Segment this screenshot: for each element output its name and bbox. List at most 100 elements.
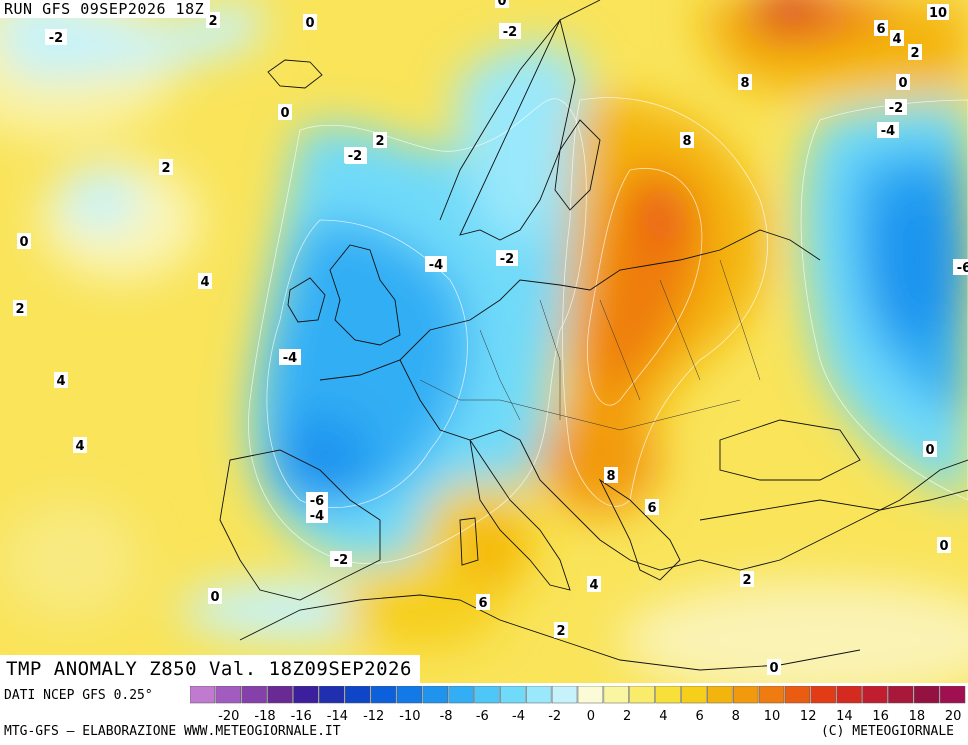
contour-value-label: 0 — [495, 0, 509, 9]
legend-swatch — [784, 686, 811, 704]
borders — [419, 259, 761, 431]
legend-swatch — [500, 686, 526, 704]
svg-text:8: 8 — [682, 134, 691, 149]
legend-tick-label: 18 — [909, 709, 926, 724]
contour-value-label: 0 — [923, 441, 937, 458]
contour-value-label: 0 — [278, 104, 292, 121]
svg-text:0: 0 — [497, 0, 506, 9]
contour-value-label: 6 — [874, 20, 888, 37]
contour-value-label: -4 — [425, 256, 447, 273]
legend-tick-label: -12 — [363, 709, 384, 724]
legend-tick-label: 4 — [659, 709, 667, 724]
contour-value-label: -4 — [877, 122, 899, 139]
legend-tick-labels: -20 -18 -16 -14 -12 -10 -8 -6 -4 -2 0 2 4 6 8 10 12 14 16 1… — [218, 709, 961, 724]
svg-text:4: 4 — [589, 578, 598, 593]
contour-value-label: 2 — [554, 622, 568, 639]
legend-tick-label: 8 — [732, 709, 740, 724]
svg-text:-2: -2 — [348, 149, 362, 164]
contour-labels: -220-22-201064280-2-402-22804-4-2-62-444… — [13, 0, 968, 676]
contour-value-label: 0 — [767, 659, 781, 676]
svg-text:0: 0 — [925, 443, 934, 458]
legend-swatch — [707, 686, 733, 704]
legend-tick-label: -6 — [476, 709, 489, 724]
contour-value-label: 4 — [198, 273, 212, 290]
svg-text:8: 8 — [606, 469, 615, 484]
svg-text:2: 2 — [742, 573, 751, 588]
legend-swatch — [215, 686, 241, 704]
run-label: RUN GFS 09SEP2026 18Z — [0, 0, 211, 18]
legend-swatch — [758, 686, 785, 704]
svg-text:4: 4 — [200, 275, 209, 290]
legend-tick-label: -2 — [548, 709, 561, 724]
contour-value-label: 2 — [908, 44, 922, 61]
svg-text:-4: -4 — [310, 509, 324, 524]
legend-tick-label: 0 — [587, 709, 595, 724]
contour-value-label: 8 — [738, 74, 752, 91]
contour-value-label: -4 — [279, 349, 301, 366]
data-source-label: DATI NCEP GFS 0.25° — [4, 688, 153, 703]
svg-text:6: 6 — [876, 22, 885, 37]
svg-text:2: 2 — [15, 302, 24, 317]
contour-value-label: -4 — [306, 507, 328, 524]
svg-text:6: 6 — [478, 596, 487, 611]
svg-text:4: 4 — [75, 439, 84, 454]
legend-swatch — [551, 686, 578, 704]
svg-text:-6: -6 — [310, 494, 324, 509]
legend-tick-label: -8 — [440, 709, 453, 724]
coastlines — [219, 0, 968, 671]
legend-swatch — [629, 686, 655, 704]
contour-value-label: 6 — [476, 594, 490, 611]
svg-text:2: 2 — [556, 624, 565, 639]
contour-value-label: 2 — [13, 300, 27, 317]
svg-text:0: 0 — [769, 661, 778, 676]
contour-value-label: 4 — [54, 372, 68, 389]
contour-value-label: 4 — [73, 437, 87, 454]
svg-text:0: 0 — [305, 16, 314, 31]
legend-tick-label: 2 — [623, 709, 631, 724]
svg-text:8: 8 — [740, 76, 749, 91]
contour-value-label: 6 — [645, 499, 659, 516]
legend-tick-label: 16 — [872, 709, 889, 724]
svg-text:-2: -2 — [49, 31, 63, 46]
svg-text:-4: -4 — [283, 351, 297, 366]
contour-value-label: -2 — [344, 147, 366, 164]
legend-swatch — [836, 686, 862, 704]
svg-text:2: 2 — [375, 134, 384, 149]
legend-swatch — [448, 686, 474, 704]
legend-tick-label: -4 — [512, 709, 525, 724]
contour-value-label: 4 — [890, 30, 904, 47]
legend-tick-label: 20 — [945, 709, 962, 724]
svg-text:-2: -2 — [334, 553, 348, 568]
svg-text:-4: -4 — [881, 124, 895, 139]
legend-swatch — [862, 686, 888, 704]
contour-value-label: 4 — [587, 576, 601, 593]
legend-swatch — [888, 686, 914, 704]
svg-text:-4: -4 — [429, 258, 443, 273]
contour-value-label: 0 — [896, 74, 910, 91]
contour-value-label: 8 — [680, 132, 694, 149]
legend-tick-label: 6 — [695, 709, 703, 724]
credit-left: MTG-GFS — ELABORAZIONE WWW.METEOGIORNALE… — [4, 724, 341, 739]
legend-swatch — [577, 686, 604, 704]
svg-text:2: 2 — [208, 14, 217, 29]
legend-swatch — [732, 686, 759, 704]
svg-text:6: 6 — [647, 501, 656, 516]
legend-swatches — [190, 686, 966, 704]
legend-swatch — [526, 686, 552, 704]
svg-text:-2: -2 — [500, 252, 514, 267]
legend-swatch — [344, 686, 371, 704]
contour-value-label: 2 — [159, 159, 173, 176]
legend-tick-label: -10 — [399, 709, 420, 724]
legend-tick-label: -14 — [327, 709, 348, 724]
contour-value-label: -2 — [885, 99, 907, 116]
legend-swatch — [241, 686, 267, 704]
legend-swatch — [603, 686, 629, 704]
contour-value-label: -2 — [45, 29, 67, 46]
contour-value-label: 0 — [303, 14, 317, 31]
legend-tick-label: -16 — [291, 709, 312, 724]
contour-value-label: -2 — [499, 23, 521, 40]
svg-text:4: 4 — [56, 374, 65, 389]
svg-text:0: 0 — [898, 76, 907, 91]
contour-value-label: 2 — [373, 132, 387, 149]
legend-swatch — [810, 686, 836, 704]
